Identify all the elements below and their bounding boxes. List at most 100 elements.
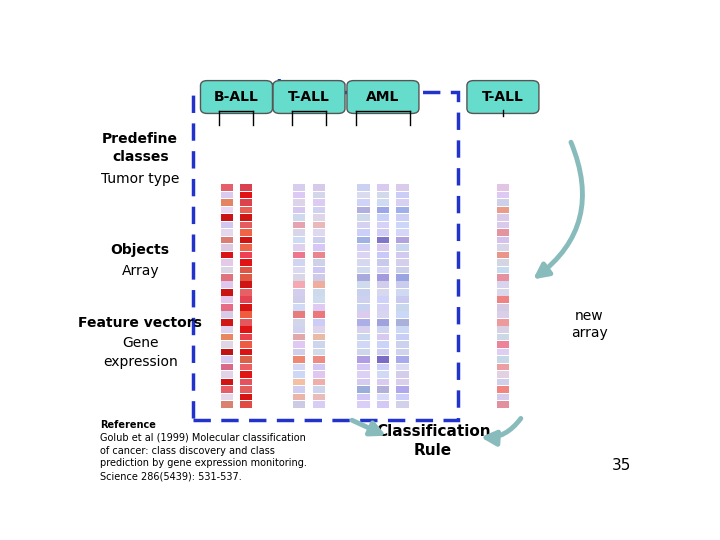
Bar	[396, 349, 409, 355]
Bar	[220, 372, 233, 378]
Bar	[377, 379, 389, 386]
Bar	[377, 221, 389, 228]
Bar	[396, 229, 409, 235]
Bar	[357, 386, 369, 393]
Bar	[293, 401, 305, 408]
Bar	[377, 281, 389, 288]
Bar	[396, 281, 409, 288]
Bar	[377, 364, 389, 370]
Bar	[377, 304, 389, 310]
Bar	[293, 394, 305, 400]
Bar	[312, 229, 325, 235]
Bar	[293, 386, 305, 393]
Text: Golub et al (1999) Molecular classification
of cancer: class discovery and class: Golub et al (1999) Molecular classificat…	[100, 433, 307, 481]
Bar	[357, 394, 369, 400]
Bar	[220, 221, 233, 228]
Bar	[497, 372, 509, 378]
Bar	[240, 237, 253, 243]
Bar	[240, 184, 253, 191]
Bar	[377, 237, 389, 243]
Bar	[357, 319, 369, 326]
Bar	[240, 326, 253, 333]
Bar	[293, 252, 305, 258]
Bar	[357, 214, 369, 221]
Bar	[312, 364, 325, 370]
Bar	[497, 192, 509, 198]
Bar	[497, 184, 509, 191]
Bar	[396, 386, 409, 393]
Bar	[377, 349, 389, 355]
Bar	[220, 304, 233, 310]
Bar	[497, 274, 509, 281]
Bar	[312, 401, 325, 408]
Bar	[377, 214, 389, 221]
Bar	[357, 341, 369, 348]
Bar	[240, 312, 253, 318]
Bar	[293, 184, 305, 191]
Bar	[396, 259, 409, 266]
Bar	[357, 184, 369, 191]
Bar	[357, 289, 369, 295]
Bar	[293, 214, 305, 221]
Bar	[497, 267, 509, 273]
Bar	[377, 267, 389, 273]
Bar	[220, 386, 233, 393]
Bar	[220, 326, 233, 333]
Bar	[312, 184, 325, 191]
Bar	[396, 372, 409, 378]
Bar	[312, 274, 325, 281]
Bar	[396, 289, 409, 295]
Bar	[377, 192, 389, 198]
Bar	[312, 221, 325, 228]
Bar	[497, 207, 509, 213]
Bar	[377, 312, 389, 318]
Text: new
array: new array	[571, 309, 608, 340]
Bar	[497, 296, 509, 303]
Bar	[240, 259, 253, 266]
Bar	[377, 274, 389, 281]
Bar	[312, 334, 325, 341]
Bar	[312, 372, 325, 378]
Bar	[240, 199, 253, 206]
Bar	[240, 207, 253, 213]
Bar	[293, 237, 305, 243]
Bar	[240, 372, 253, 378]
Bar	[220, 237, 233, 243]
Bar	[240, 221, 253, 228]
Bar	[312, 356, 325, 363]
Bar	[497, 341, 509, 348]
Bar	[377, 207, 389, 213]
Bar	[220, 296, 233, 303]
Bar	[220, 401, 233, 408]
Bar	[357, 207, 369, 213]
Bar	[497, 394, 509, 400]
Bar	[497, 289, 509, 295]
Bar	[293, 341, 305, 348]
Bar	[497, 237, 509, 243]
Bar	[312, 259, 325, 266]
Bar	[396, 237, 409, 243]
Bar	[293, 229, 305, 235]
Bar	[293, 274, 305, 281]
Bar	[377, 372, 389, 378]
FancyBboxPatch shape	[200, 80, 272, 113]
Bar	[357, 401, 369, 408]
Text: expression: expression	[103, 355, 178, 369]
Bar	[357, 372, 369, 378]
Bar	[377, 386, 389, 393]
Bar	[357, 334, 369, 341]
Text: AML: AML	[366, 90, 400, 104]
Bar	[293, 304, 305, 310]
Bar	[377, 259, 389, 266]
Bar	[497, 379, 509, 386]
Bar	[357, 379, 369, 386]
Bar	[396, 319, 409, 326]
Bar	[220, 364, 233, 370]
Bar	[497, 244, 509, 251]
Bar	[293, 192, 305, 198]
Bar	[220, 267, 233, 273]
Bar	[396, 364, 409, 370]
Bar	[497, 281, 509, 288]
Bar	[357, 244, 369, 251]
Bar	[240, 379, 253, 386]
